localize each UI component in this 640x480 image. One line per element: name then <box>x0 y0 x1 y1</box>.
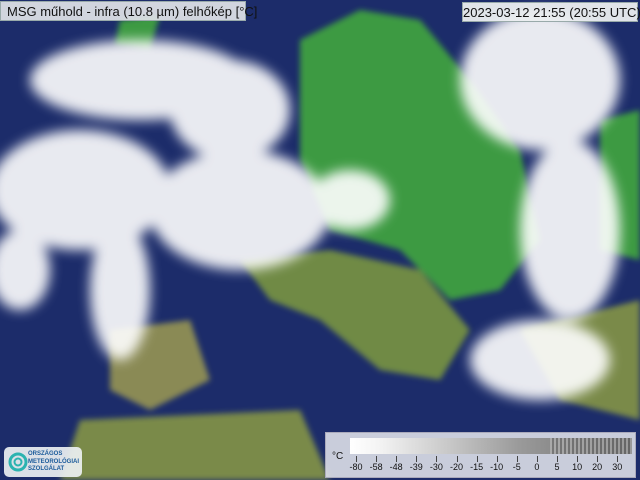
logo-line: METEOROLÓGIAI <box>28 458 79 465</box>
legend-tick-label: 0 <box>534 462 540 472</box>
legend-tick-label: 10 <box>572 462 583 472</box>
legend-tick-label: 30 <box>612 462 623 472</box>
legend-tick <box>456 456 458 462</box>
legend-tick <box>496 456 498 462</box>
timestamp: 2023-03-12 21:55 (20:55 UTC) <box>462 2 640 22</box>
logo-text: ORSZÁGOS METEOROLÓGIAI SZOLGÁLAT <box>28 451 79 474</box>
logo-line: ORSZÁGOS <box>28 451 63 457</box>
legend-tick <box>436 456 438 462</box>
legend-tick <box>536 456 538 462</box>
logo-swirl-icon <box>8 452 28 472</box>
legend-tick <box>516 456 518 462</box>
land-masses <box>60 10 640 480</box>
legend-tick-label: -39 <box>409 462 423 472</box>
legend-tick <box>476 456 478 462</box>
legend-tick-label: -80 <box>349 462 363 472</box>
legend-tick-label: -10 <box>490 462 504 472</box>
legend-color-bar <box>350 438 632 454</box>
legend-tick <box>376 456 378 462</box>
legend-tick-label: 20 <box>592 462 603 472</box>
cloud-cover <box>0 10 620 400</box>
legend-tick-label: -30 <box>429 462 443 472</box>
legend-unit: °C <box>332 451 344 462</box>
legend-tick <box>416 456 418 462</box>
legend-tick <box>557 456 558 462</box>
legend-tick-label: -48 <box>389 462 403 472</box>
map-title: MSG műhold - infra (10.8 µm) felhőkép [°… <box>0 1 257 21</box>
logo-line: SZOLGÁLAT <box>28 466 65 472</box>
legend-tick <box>597 456 599 462</box>
legend-tick <box>396 456 398 462</box>
legend-tick <box>356 456 357 462</box>
legend-tick <box>617 456 619 462</box>
legend-tick <box>577 456 579 462</box>
legend-tick-label: -5 <box>512 462 521 472</box>
legend-tick-label: -20 <box>449 462 464 472</box>
legend-tick-label: 5 <box>554 462 560 472</box>
legend-tick-label: -58 <box>369 462 383 472</box>
omsz-logo: ORSZÁGOS METEOROLÓGIAI SZOLGÁLAT <box>4 447 82 477</box>
temperature-legend: °C -80 -58 -48 -39 -30 -20 -15 -10 -5 0 5 10 20 30 <box>325 432 636 478</box>
legend-tick-label: -15 <box>470 462 484 472</box>
